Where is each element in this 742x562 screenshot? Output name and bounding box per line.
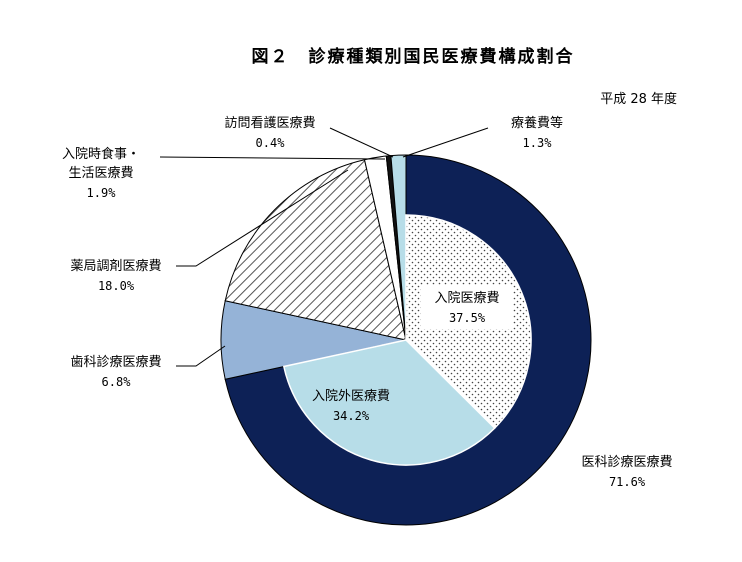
label-value-nursing: 0.4%	[256, 136, 286, 150]
label-dental: 歯科診療医療費 6.8%	[70, 354, 161, 389]
label-name-outpatient: 入院外医療費	[312, 389, 390, 404]
label-pharmacy: 薬局調剤医療費 18.0%	[70, 258, 161, 293]
leader-care	[402, 127, 489, 158]
label-name-pharmacy: 薬局調剤医療費	[70, 258, 161, 274]
label-name-meals: 入院時食事・	[62, 146, 140, 162]
label-value-dental: 6.8%	[102, 375, 132, 389]
leader-lines	[159, 127, 489, 367]
label-name-medical: 医科診療医療費	[581, 454, 672, 470]
slice-outpatient	[282, 339, 496, 466]
label-inpatient: 入院医療費 37.5%	[421, 285, 513, 329]
slice-pharmacy	[224, 159, 407, 341]
label-value-medical: 71.6%	[609, 475, 646, 489]
label-medical: 医科診療医療費 71.6%	[581, 454, 672, 489]
slice-labels: 医科診療医療費 71.6% 歯科診療医療費 6.8% 薬局調剤医療費 18.0% 入院時食事…	[62, 115, 673, 489]
label-name-nursing: 訪問看護医療費	[224, 115, 315, 131]
chart-title: 図２ 診療種類別国民医療費構成割合	[252, 46, 575, 67]
label-name-meals: 生活医療費	[68, 166, 133, 181]
label-name-inpatient: 入院医療費	[434, 291, 499, 306]
leader-pharmacy	[176, 169, 349, 267]
leader-nursing	[329, 127, 394, 158]
chart-subtitle: 平成 28 年度	[600, 91, 677, 107]
label-meals: 入院時食事・生活医療費 1.9%	[62, 146, 140, 200]
leader-meals	[159, 156, 386, 160]
label-value-meals: 1.9%	[87, 186, 117, 200]
label-name-dental: 歯科診療医療費	[70, 354, 161, 370]
leader-dental	[176, 345, 226, 367]
label-value-outpatient: 34.2%	[333, 409, 370, 423]
label-value-pharmacy: 18.0%	[98, 279, 135, 293]
label-value-inpatient: 37.5%	[449, 311, 486, 325]
label-outpatient: 入院外医療費 34.2%	[312, 389, 390, 423]
label-nursing: 訪問看護医療費 0.4%	[224, 115, 315, 150]
label-care: 療養費等 1.3%	[511, 115, 563, 150]
label-box-inpatient	[421, 285, 513, 329]
label-value-care: 1.3%	[523, 136, 553, 150]
label-name-care: 療養費等	[511, 115, 563, 131]
